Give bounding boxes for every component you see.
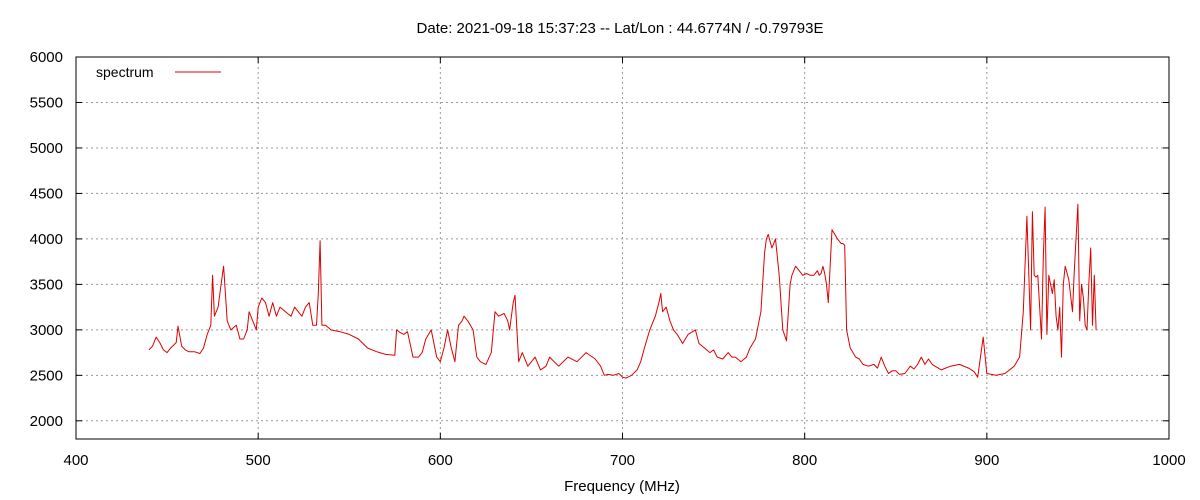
legend-label-spectrum: spectrum [96,64,154,80]
x-tick-label: 700 [610,452,635,469]
y-tick-label: 6000 [30,49,63,66]
y-tick-label: 4500 [30,185,63,202]
legend: spectrum [96,64,221,80]
x-tick-label: 400 [63,452,88,469]
y-tick-label: 5000 [30,140,63,157]
y-tick-label: 2500 [30,367,63,384]
x-tick-label: 900 [974,452,999,469]
series-line-spectrum [148,203,1097,379]
series-layer [148,203,1097,379]
x-tick-label: 1000 [1152,452,1185,469]
tick-layer: 400 500 600 700 800 900 1000 2000 2500 3000 3500 40… [30,49,1186,469]
y-tick-label: 3000 [30,322,63,339]
x-tick-label: 600 [428,452,453,469]
x-tick-label: 500 [246,452,271,469]
y-tick-label: 5500 [30,94,63,111]
x-tick-label: 800 [792,452,817,469]
chart-title: Date: 2021-09-18 15:37:23 -- Lat/Lon : 4… [417,20,824,37]
y-tick-label: 2000 [30,413,63,430]
y-tick-label: 3500 [30,276,63,293]
grid-layer [76,57,1169,439]
y-tick-label: 4000 [30,231,63,248]
x-axis-label: Frequency (MHz) [564,478,680,495]
